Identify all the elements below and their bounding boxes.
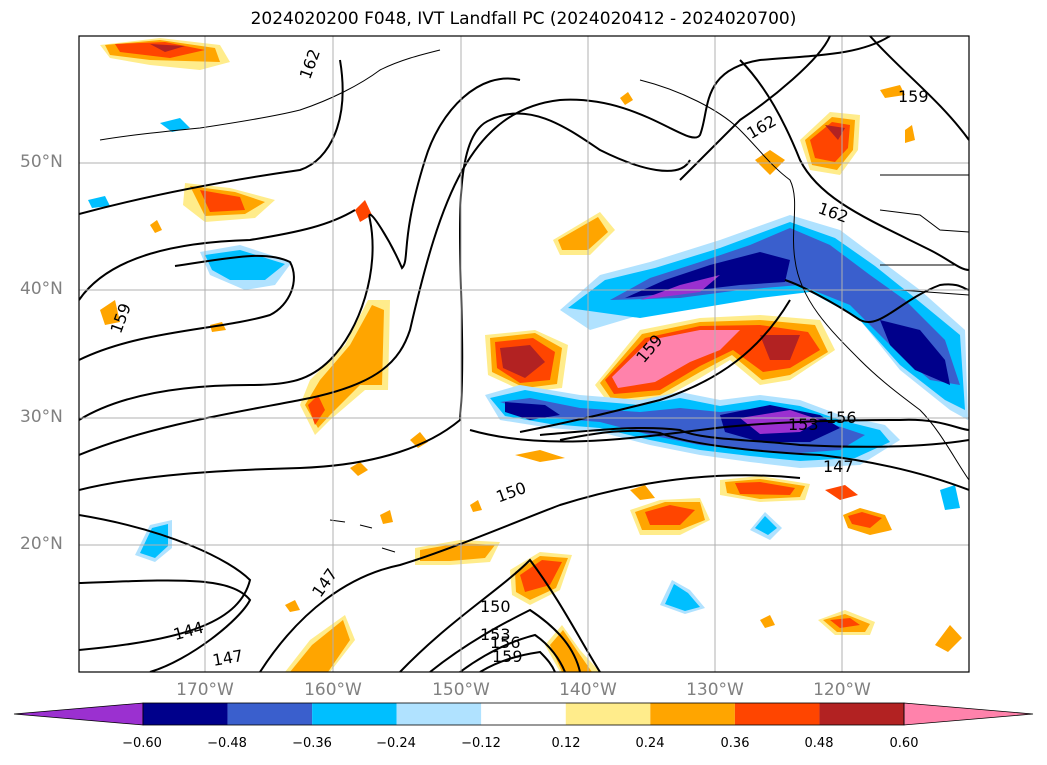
lon-label: 170°W: [176, 680, 234, 700]
contour-lines: [79, 36, 969, 672]
contour-label: 150: [480, 597, 511, 616]
colorbar-segment: [819, 703, 904, 725]
lon-label: 130°W: [686, 680, 744, 700]
colorbar-segment: [143, 703, 228, 725]
colorbar-tick: 0.48: [804, 736, 834, 751]
colorbar-segment: [565, 703, 651, 725]
lon-label: 150°W: [432, 680, 490, 700]
lat-label: 50°N: [20, 152, 63, 172]
shading-layer: [88, 38, 968, 672]
colorbar-outline: [142, 702, 905, 726]
contour-label: 159: [492, 647, 523, 666]
colorbar-tick: 0.36: [720, 736, 750, 751]
contour-label: 156: [826, 408, 857, 427]
colorbar-segment: [481, 703, 566, 725]
colorbar-tick: 0.60: [889, 736, 919, 751]
colorbar-extend-max: [903, 702, 1034, 726]
colorbar-tick: −0.24: [376, 736, 416, 751]
lon-label: 140°W: [559, 680, 617, 700]
map-title: 2024020200 F048, IVT Landfall PC (202402…: [250, 9, 797, 29]
map-plot: 162 162 162 159 159 159 156 153 150 147 …: [78, 35, 970, 673]
colorbar-segment: [650, 703, 735, 725]
colorbar-tick: 0.12: [551, 736, 581, 751]
contour-label: 147: [823, 457, 854, 476]
colorbar-tick: −0.48: [207, 736, 247, 751]
lon-label: 160°W: [304, 680, 362, 700]
colorbar-tick: −0.12: [461, 736, 501, 751]
contour-label: 153: [480, 625, 511, 644]
colorbar-tick: −0.60: [122, 736, 162, 751]
colorbar: [13, 702, 1034, 726]
map-frame: [78, 35, 970, 673]
contour-label: 156: [490, 633, 521, 652]
colorbar-extend-min: [13, 702, 144, 726]
colorbar-segment: [734, 703, 820, 725]
lat-label: 40°N: [20, 279, 63, 299]
lat-label: 30°N: [20, 407, 63, 427]
colorbar-tick: −0.36: [292, 736, 332, 751]
colorbar-tick: 0.24: [635, 736, 665, 751]
contour-label: 153: [788, 415, 819, 434]
colorbar-segment: [312, 703, 397, 725]
contour-label: 159: [898, 87, 929, 106]
coastlines: [99, 49, 969, 553]
colorbar-segment: [227, 703, 313, 725]
gridlines: [79, 36, 969, 672]
lat-label: 20°N: [20, 534, 63, 554]
lon-label: 120°W: [813, 680, 871, 700]
colorbar-segment: [396, 703, 482, 725]
